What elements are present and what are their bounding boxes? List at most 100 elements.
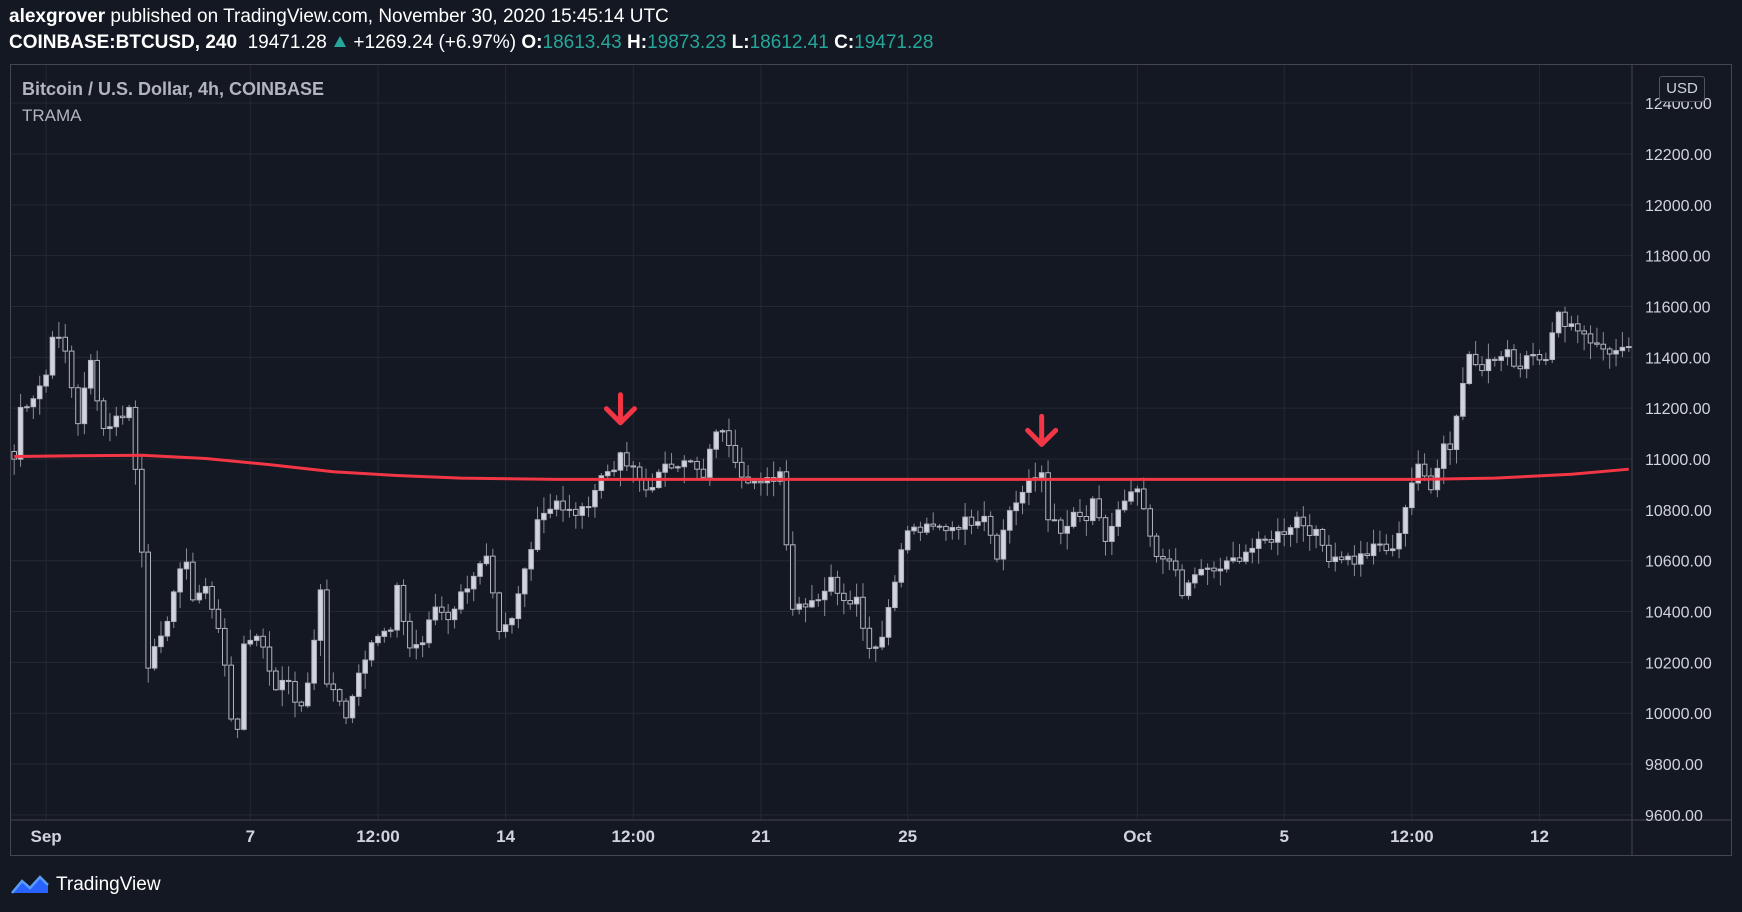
- candle: [1300, 516, 1307, 527]
- candle: [962, 516, 968, 530]
- candle: [151, 646, 158, 669]
- trama-line: [14, 453, 1629, 481]
- candle: [853, 596, 860, 605]
- currency-button[interactable]: USD: [1659, 76, 1705, 102]
- symbol-label: COINBASE:BTCUSD, 240: [9, 32, 238, 53]
- candle: [898, 549, 905, 583]
- candle: [75, 387, 81, 425]
- candle: [1549, 332, 1556, 361]
- candle: [1562, 311, 1568, 327]
- candle: [1255, 538, 1262, 549]
- candle: [311, 639, 317, 684]
- candle: [579, 506, 585, 516]
- candle: [1172, 560, 1179, 571]
- candle: [585, 506, 592, 509]
- candle: [1619, 346, 1626, 352]
- candle: [1447, 443, 1453, 450]
- candle: [1594, 342, 1600, 345]
- candle: [1428, 475, 1434, 491]
- candle: [668, 463, 675, 469]
- candle: [1523, 355, 1530, 370]
- candle: [943, 526, 949, 532]
- chart-legend-title: Bitcoin / U.S. Dollar, 4h, COINBASE: [22, 79, 325, 99]
- candle: [56, 336, 62, 339]
- candle: [1370, 543, 1377, 557]
- candle: [1581, 330, 1587, 335]
- candle: [1038, 472, 1045, 479]
- candle: [496, 592, 503, 633]
- candle: [1504, 349, 1511, 358]
- candle: [566, 508, 573, 511]
- time-tick-label: 5: [1279, 827, 1288, 846]
- candle: [636, 466, 643, 481]
- candle: [1466, 353, 1473, 384]
- candle: [1485, 358, 1492, 372]
- time-tick-label: 7: [246, 827, 255, 846]
- candle: [87, 359, 94, 389]
- candle: [1587, 333, 1594, 344]
- candle: [1332, 556, 1339, 563]
- candle: [30, 398, 37, 408]
- tradingview-brand[interactable]: TradingView: [10, 873, 161, 897]
- candle: [1140, 488, 1147, 510]
- candle: [490, 555, 496, 594]
- candle: [1134, 488, 1141, 493]
- candle: [1236, 557, 1243, 562]
- candle: [1498, 356, 1504, 361]
- candle: [553, 500, 560, 510]
- open-label: O:: [521, 32, 543, 53]
- candle: [789, 544, 796, 610]
- candle: [1089, 498, 1096, 522]
- candle: [438, 606, 445, 613]
- candle: [304, 682, 311, 707]
- candle: [1045, 472, 1051, 521]
- candle: [336, 689, 343, 702]
- candle: [209, 585, 215, 610]
- candle: [547, 508, 554, 514]
- candle: [241, 643, 247, 730]
- candle: [1460, 382, 1466, 417]
- candle: [330, 683, 337, 691]
- candle: [68, 350, 75, 389]
- candle: [1115, 509, 1122, 527]
- candle: [1230, 557, 1236, 562]
- candle: [145, 551, 152, 669]
- price-tick-label: 11200.00: [1645, 401, 1711, 418]
- candle: [100, 400, 107, 430]
- time-tick-label: 12:00: [356, 827, 399, 846]
- candle: [1013, 502, 1019, 512]
- candle: [841, 592, 847, 602]
- candle: [368, 642, 375, 661]
- candle: [630, 465, 637, 468]
- candle: [190, 561, 196, 601]
- candle: [107, 426, 113, 430]
- candle: [234, 718, 241, 730]
- candle: [1415, 463, 1422, 484]
- candle: [847, 600, 854, 605]
- candle: [183, 561, 190, 570]
- time-tick-label: 12: [1530, 827, 1549, 846]
- author-name[interactable]: alexgrover: [9, 6, 106, 27]
- indicator-legend[interactable]: TRAMA: [22, 106, 82, 125]
- candle: [1491, 358, 1498, 361]
- candle: [528, 549, 534, 570]
- time-tick-label: 25: [898, 827, 917, 846]
- price-tick-label: 11000.00: [1645, 452, 1711, 469]
- candle: [1243, 551, 1249, 562]
- candle: [375, 635, 381, 644]
- candle: [809, 600, 815, 608]
- candle: [119, 415, 126, 419]
- candle: [936, 525, 943, 528]
- candle: [1479, 364, 1485, 372]
- candle: [266, 646, 273, 672]
- candle: [292, 681, 298, 703]
- chart-frame[interactable]: [10, 64, 1732, 856]
- candle: [43, 374, 49, 387]
- candle: [1555, 311, 1562, 334]
- candle: [1064, 525, 1071, 534]
- price-tick-label: 11600.00: [1645, 299, 1711, 316]
- candle: [273, 670, 279, 691]
- candle: [62, 336, 69, 352]
- candle: [1306, 525, 1313, 536]
